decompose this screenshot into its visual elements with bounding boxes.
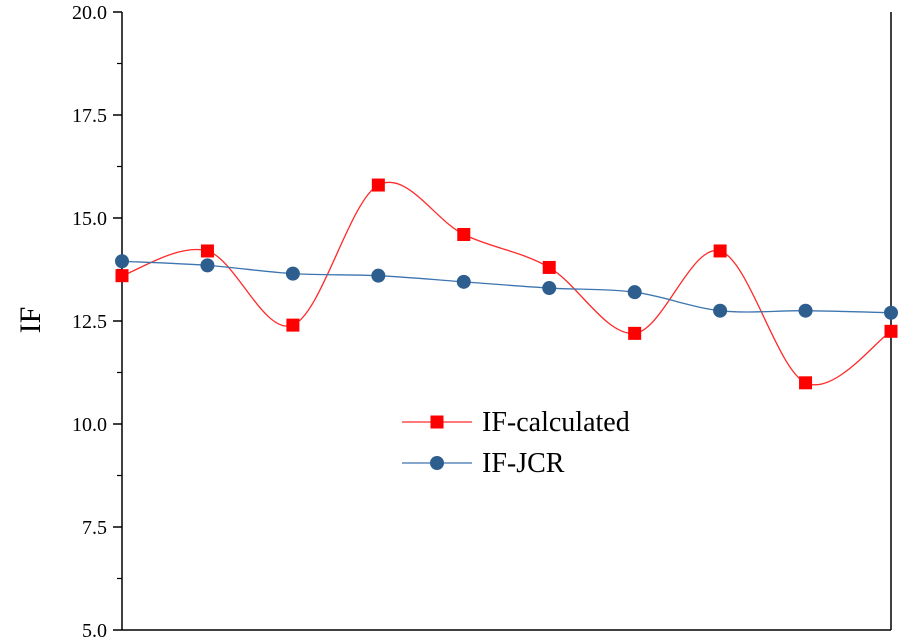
axes — [121, 12, 892, 631]
data-point-if-calculated — [713, 244, 727, 258]
data-point-if-jcr — [884, 305, 898, 320]
y-tick-label: 10.0 — [72, 414, 107, 436]
data-point-if-calculated — [628, 326, 642, 340]
legend: IF-calculated IF-JCR — [402, 407, 630, 479]
data-point-if-jcr — [713, 303, 728, 318]
series-line-if-jcr — [121, 260, 892, 314]
data-point-if-jcr — [627, 285, 642, 300]
data-point-if-calculated — [457, 227, 471, 241]
y-tick-label: 17.5 — [72, 105, 107, 127]
legend-marker-if-calculated — [430, 415, 444, 429]
y-tick-label: 20.0 — [72, 2, 107, 24]
y-tick-label: 15.0 — [72, 208, 107, 230]
y-axis-ticks: 5.0 7.5 10.0 12.5 15.0 17.5 20.0 — [72, 2, 122, 642]
legend-item-if-jcr: IF-JCR — [402, 448, 565, 479]
data-point-if-jcr — [285, 266, 300, 281]
legend-label-if-jcr: IF-JCR — [482, 448, 565, 479]
y-tick-label: 7.5 — [82, 517, 107, 539]
data-point-if-calculated — [371, 178, 385, 192]
data-point-if-calculated — [884, 324, 898, 338]
data-point-if-jcr — [456, 274, 471, 289]
data-point-if-calculated — [799, 376, 813, 390]
data-point-if-calculated — [200, 244, 214, 258]
data-point-if-jcr — [798, 303, 813, 318]
legend-label-if-calculated: IF-calculated — [482, 407, 630, 438]
data-point-if-calculated — [542, 260, 556, 274]
data-point-if-jcr — [542, 281, 557, 296]
series-line-if-calculated — [121, 181, 892, 386]
series-markers — [115, 178, 898, 390]
y-axis-title: IF — [14, 307, 47, 334]
data-point-if-jcr — [115, 254, 129, 269]
legend-marker-if-jcr — [430, 456, 444, 470]
y-tick-label: 12.5 — [72, 311, 107, 333]
data-point-if-calculated — [286, 318, 300, 332]
legend-item-if-calculated: IF-calculated — [402, 407, 630, 438]
data-point-if-jcr — [371, 268, 386, 283]
y-tick-label: 5.0 — [82, 620, 107, 642]
data-point-if-jcr — [200, 258, 215, 273]
data-point-if-calculated — [115, 269, 129, 283]
series-lines — [121, 181, 892, 386]
